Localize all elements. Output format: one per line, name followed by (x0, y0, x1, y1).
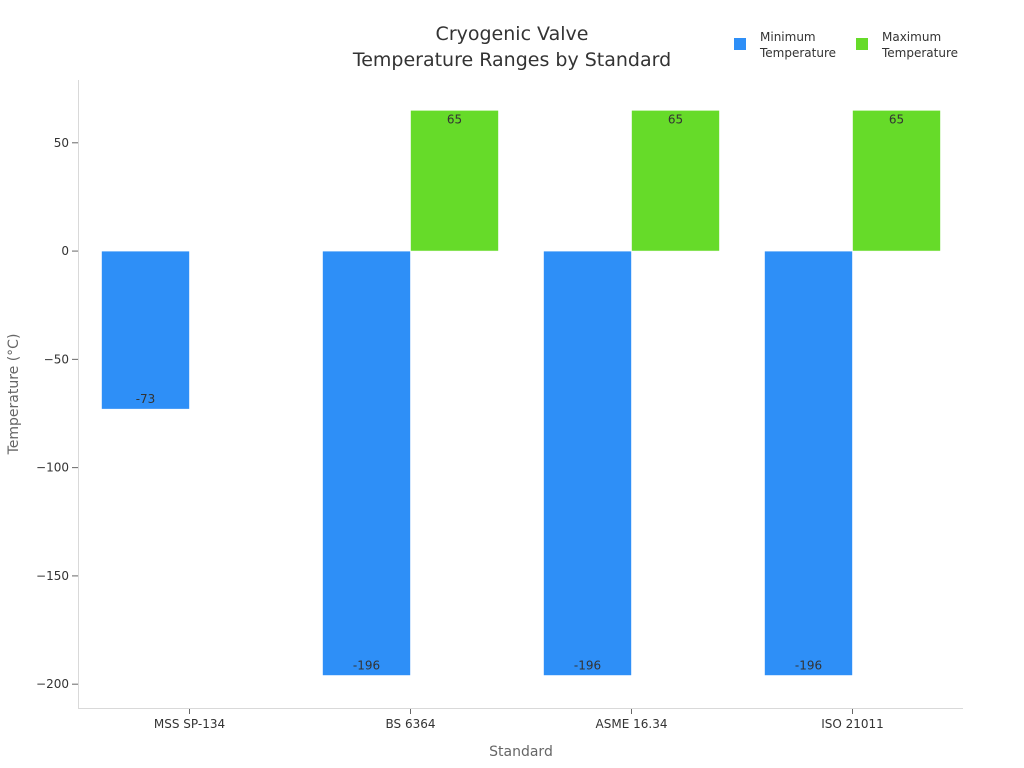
bar-value-label: 65 (668, 112, 683, 126)
legend-label: Maximum (882, 30, 941, 44)
legend-label: Temperature (759, 46, 836, 60)
y-axis-label: Temperature (°C) (6, 334, 22, 456)
y-tick-label: −150 (36, 569, 69, 583)
bar-labels: -73 -196 -196 -196 65 65 65 (136, 112, 904, 672)
x-tick-label: ASME 16.34 (596, 717, 668, 731)
bar-maximum-temperature (631, 110, 720, 252)
y-tick-label: −50 (44, 352, 69, 366)
legend-label: Temperature (881, 46, 958, 60)
legend-swatch-maximum (856, 38, 868, 50)
x-ticks: MSS SP-134 BS 6364 ASME 16.34 ISO 21011 (154, 709, 884, 731)
bar-minimum-temperature (101, 250, 190, 410)
chart-title-line-2: Temperature Ranges by Standard (352, 49, 671, 71)
bar-maximum-temperature (852, 110, 941, 252)
legend-label: Minimum (760, 30, 816, 44)
x-tick-label: MSS SP-134 (154, 717, 225, 731)
bar-value-label: -196 (795, 659, 822, 673)
legend: Minimum Temperature Maximum Temperature (734, 30, 958, 60)
x-tick-label: ISO 21011 (821, 717, 884, 731)
bars (101, 110, 941, 676)
bar-value-label: 65 (447, 112, 462, 126)
y-ticks: 50 0 −50 −100 −150 −200 (36, 136, 78, 691)
bar-minimum-temperature (764, 250, 853, 676)
y-tick-label: 0 (61, 244, 69, 258)
bar-value-label: 65 (889, 112, 904, 126)
bar-value-label: -73 (136, 392, 156, 406)
y-tick-label: −100 (36, 461, 69, 475)
x-axis-label: Standard (489, 744, 553, 760)
chart-title-line-1: Cryogenic Valve (436, 23, 589, 45)
legend-swatch-minimum (734, 38, 746, 50)
y-tick-label: −200 (36, 677, 69, 691)
bar-value-label: -196 (353, 659, 380, 673)
bar-minimum-temperature (322, 250, 411, 676)
bar-minimum-temperature (543, 250, 632, 676)
bar-value-label: -196 (574, 659, 601, 673)
bar-maximum-temperature (410, 110, 499, 252)
y-tick-label: 50 (54, 136, 69, 150)
x-tick-label: BS 6364 (386, 717, 436, 731)
